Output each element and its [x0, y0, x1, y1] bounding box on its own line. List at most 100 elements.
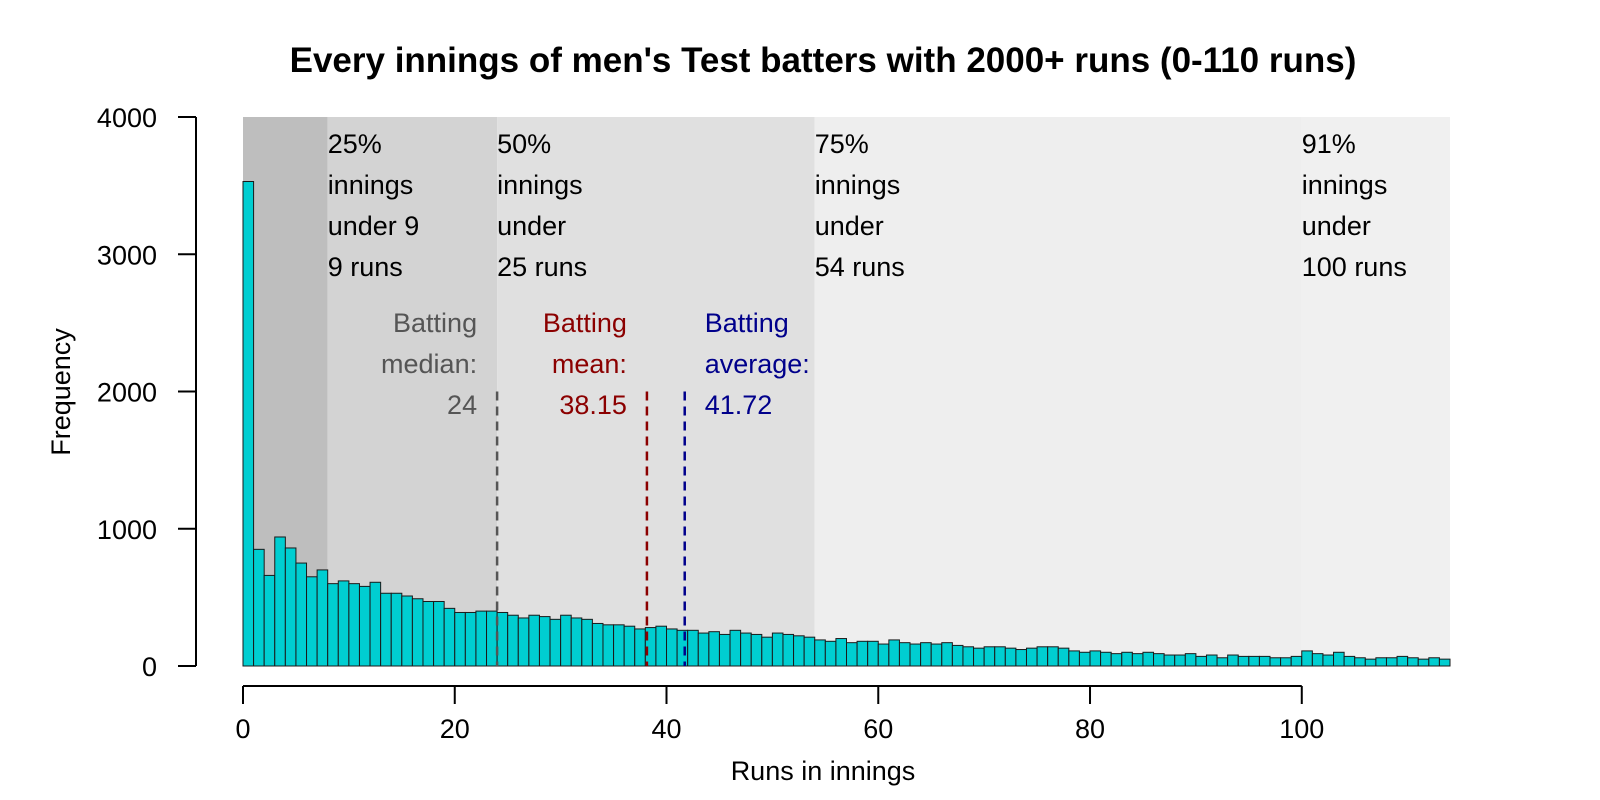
histogram-bar: [1025, 647, 1038, 667]
histogram-bar: [973, 647, 985, 667]
x-tick-label: 40: [651, 714, 681, 744]
quantile-band-4: [814, 117, 1302, 666]
histogram-bar: [803, 636, 816, 667]
histogram-bar: [1227, 654, 1239, 667]
histogram-bar: [358, 585, 371, 667]
y-tick-label: 0: [142, 652, 157, 682]
histogram-bar: [1036, 646, 1049, 667]
histogram-bar: [517, 617, 530, 667]
histogram-bar: [1301, 650, 1313, 667]
quantile-label-line: 50%: [497, 129, 551, 159]
histogram-bar: [496, 611, 509, 667]
histogram-bar: [1269, 657, 1282, 667]
histogram-bar: [1417, 658, 1430, 667]
quantile-label-line: 9 runs: [328, 252, 403, 282]
histogram-bar: [1216, 657, 1229, 667]
histogram-bar: [591, 622, 604, 667]
histogram-bar: [1237, 655, 1250, 667]
histogram-bar: [1333, 651, 1345, 667]
y-axis-label: Frequency: [46, 328, 76, 456]
histogram-bar: [274, 536, 286, 667]
histogram-bar: [718, 633, 731, 667]
histogram-bar: [750, 633, 763, 667]
histogram-bar: [1057, 647, 1070, 667]
y-tick-label: 4000: [97, 103, 157, 133]
histogram-bar: [1121, 651, 1133, 667]
histogram-bar: [369, 581, 382, 667]
reference-lines: [495, 391, 686, 666]
reference-label-line: 38.15: [559, 390, 627, 420]
histogram-bar: [888, 639, 900, 667]
quantile-label-line: 91%: [1302, 129, 1356, 159]
histogram-bar: [1078, 651, 1091, 667]
histogram-bar: [316, 569, 329, 667]
histogram-bar: [941, 642, 953, 667]
reference-label-line: Batting: [705, 308, 789, 338]
quantile-label-line: innings: [1302, 170, 1388, 200]
histogram-bar: [983, 646, 996, 667]
histogram-bar: [835, 638, 848, 667]
histogram-bar: [697, 632, 710, 667]
histogram-bar: [348, 583, 360, 667]
quantile-label-line: 25 runs: [497, 252, 587, 282]
histogram-bar: [824, 640, 837, 667]
histogram-bar: [1153, 653, 1165, 667]
quantile-label-line: under 9: [328, 211, 420, 241]
histogram-bar: [687, 629, 699, 667]
reference-label-line: average:: [705, 349, 810, 379]
histogram-bar: [1290, 655, 1303, 667]
histogram-bar: [1110, 653, 1123, 667]
quantile-label-line: 75%: [815, 129, 869, 159]
histogram-bar: [951, 644, 964, 667]
histogram-bar: [507, 614, 519, 667]
histogram-bar: [549, 618, 562, 667]
reference-label-line: mean:: [552, 349, 627, 379]
histogram-bar: [443, 607, 456, 667]
y-tick-label: 1000: [97, 515, 157, 545]
histogram-bar: [1100, 651, 1112, 667]
quantile-label-line: 54 runs: [815, 252, 905, 282]
histogram-bar: [581, 618, 593, 667]
histogram-bar: [1375, 657, 1387, 667]
histogram-bar: [1068, 650, 1080, 667]
x-tick-label: 60: [863, 714, 893, 744]
histogram-bar: [877, 643, 890, 667]
histogram-bar: [570, 617, 583, 667]
histogram-bar: [655, 625, 668, 667]
histogram-bar: [708, 631, 720, 667]
quantile-label: 25% innings under 9 9 runs: [328, 129, 420, 282]
histogram-bar: [930, 643, 943, 667]
x-tick-label: 80: [1075, 714, 1105, 744]
histogram-bar: [528, 614, 540, 667]
quantile-label-line: 25%: [328, 129, 382, 159]
histogram-bar: [1354, 657, 1366, 667]
histogram-bar: [380, 592, 392, 667]
reference-label-line: 41.72: [705, 390, 773, 420]
histogram-bar: [486, 610, 498, 667]
histogram-bar: [909, 643, 922, 667]
histogram-bar: [1163, 654, 1176, 667]
histogram-bar: [740, 632, 752, 667]
reference-label-line: 24: [447, 390, 477, 420]
x-tick-label: 0: [235, 714, 250, 744]
histogram-bar: [433, 600, 445, 667]
histogram-bar: [898, 642, 911, 667]
histogram-bar: [1004, 647, 1017, 667]
histogram-bar: [454, 611, 466, 667]
histogram-bar: [464, 611, 477, 667]
histogram-bar: [846, 642, 858, 667]
histogram-bar: [1364, 658, 1377, 667]
quantile-label: 50% innings under 25 runs: [497, 129, 587, 282]
histogram-bar: [666, 628, 678, 667]
quantile-bands: [243, 117, 1450, 666]
histogram-bar: [729, 629, 742, 667]
quantile-label-line: under: [1302, 211, 1371, 241]
histogram-bar: [676, 629, 689, 667]
reference-label: Batting mean: 38.15: [543, 308, 627, 420]
histogram-bar: [920, 642, 932, 667]
histogram-bar: [623, 625, 636, 667]
quantile-label-line: 100 runs: [1302, 252, 1407, 282]
histogram-bar: [538, 616, 551, 667]
